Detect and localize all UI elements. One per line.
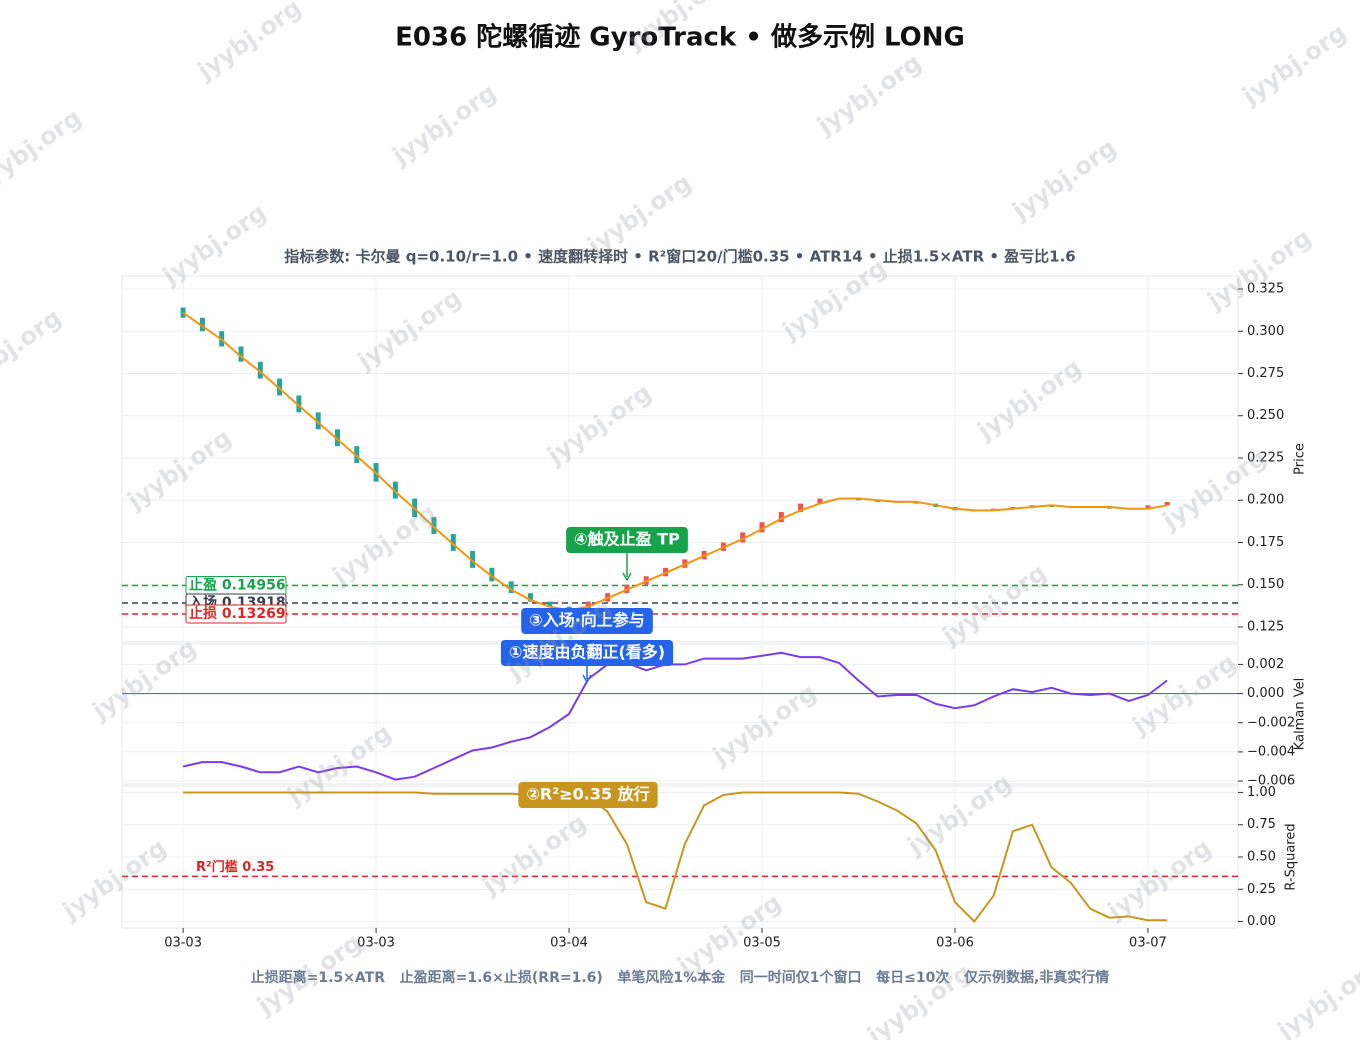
y-tick-label: 0.50: [1247, 850, 1276, 865]
annotation-box: [500, 640, 674, 666]
candle: [778, 512, 784, 523]
candle: [740, 532, 746, 543]
line-label: R²门槛 0.35: [196, 859, 274, 875]
candle: [238, 346, 244, 362]
y-tick-label: 0.75: [1247, 817, 1276, 832]
watermark: jyybj.org: [0, 103, 86, 195]
y-tick-label: −0.002: [1247, 715, 1295, 730]
line-label: 止损 0.13269: [189, 605, 286, 622]
candle: [199, 317, 205, 332]
y-tick-label: 0.125: [1247, 619, 1284, 634]
watermark: jyybj.org: [0, 303, 66, 395]
candle: [257, 361, 263, 379]
y-tick-label: 0.325: [1247, 282, 1284, 297]
chart-title: E036 陀螺循迹 GyroTrack • 做多示例 LONG: [395, 22, 965, 53]
annotation: ②R²≥0.35 放行: [518, 782, 658, 808]
y-tick-label: 0.000: [1247, 686, 1284, 701]
watermark: jyybj.org: [1272, 953, 1360, 1040]
candle: [566, 606, 572, 609]
candle: [547, 601, 553, 607]
y-axis-label: Price: [1293, 443, 1308, 475]
y-tick-label: 0.300: [1247, 324, 1284, 339]
y-tick-label: 0.250: [1247, 408, 1284, 423]
annotation-arrowhead: [582, 674, 592, 684]
annotation-text: ②R²≥0.35 放行: [526, 785, 649, 804]
y-axis-label: R-Squared: [1284, 823, 1299, 890]
y-tick-label: 0.200: [1247, 493, 1284, 508]
y-tick-label: 0.175: [1247, 535, 1284, 550]
y-tick-label: 0.00: [1247, 914, 1276, 929]
y-tick-label: 0.225: [1247, 450, 1284, 465]
watermark: jyybj.org: [1007, 133, 1122, 225]
kalman-line: [182, 311, 1168, 612]
candle: [585, 601, 591, 609]
x-tick-label: 03-03: [164, 936, 202, 951]
candle: [296, 395, 302, 413]
y-tick-label: 1.00: [1247, 785, 1276, 800]
footer: 止损距离=1.5×ATR 止盈距离=1.6×止损(RR=1.6) 单笔风险1%本…: [251, 969, 1110, 986]
annotation-box: [518, 782, 658, 808]
candle: [798, 503, 804, 513]
line-label-box: [185, 604, 287, 624]
candle: [470, 550, 476, 568]
x-tick-label: 03-03: [357, 936, 395, 951]
watermark: jyybj.org: [387, 78, 502, 170]
annotation-text: ③入场·向上参与: [529, 611, 645, 630]
annotation: ④触及止盈 TP: [566, 527, 688, 582]
annotation-arrowhead: [622, 572, 632, 582]
annotation: ①速度由负翻正(看多): [500, 640, 674, 684]
y-tick-label: 0.275: [1247, 366, 1284, 381]
x-tick-label: 03-05: [743, 936, 781, 951]
subtitle: 指标参数: 卡尔曼 q=0.10/r=1.0 • 速度翻转择时 • R²窗口20…: [284, 248, 1075, 266]
y-tick-label: 0.002: [1247, 657, 1284, 672]
candle: [817, 498, 823, 504]
watermark: jyybj.org: [1202, 223, 1317, 315]
candle: [431, 517, 437, 535]
y-axis-label: Kalman Vel: [1293, 678, 1308, 750]
annotation-text: ①速度由负翻正(看多): [509, 643, 665, 662]
watermark: jyybj.org: [1237, 18, 1352, 110]
candle: [1145, 505, 1151, 509]
plot-area: [121, 643, 1239, 785]
candle: [180, 307, 186, 318]
y-tick-label: 0.25: [1247, 882, 1276, 897]
x-tick-label: 03-04: [550, 936, 588, 951]
y-tick-label: −0.006: [1247, 774, 1295, 789]
x-tick-label: 03-06: [936, 936, 974, 951]
annotation-box: [566, 527, 688, 553]
watermark: jyybj.org: [812, 48, 927, 140]
candle: [354, 446, 360, 464]
plot-area: [121, 275, 1239, 643]
annotation: ③入场·向上参与: [521, 608, 653, 634]
annotation-box: [521, 608, 653, 634]
candle: [508, 581, 514, 594]
candle: [334, 429, 340, 447]
series-line: [182, 651, 1168, 781]
watermark: jyybj.org: [192, 0, 307, 86]
candle: [1164, 501, 1170, 506]
y-tick-label: 0.150: [1247, 577, 1284, 592]
candle: [315, 412, 321, 430]
y-tick-label: −0.004: [1247, 744, 1295, 759]
candle: [527, 593, 533, 602]
series-line: [183, 791, 1168, 924]
line-label: 止盈 0.14956: [189, 576, 286, 593]
candle: [450, 534, 456, 551]
candle: [759, 522, 765, 533]
annotation-text: ④触及止盈 TP: [574, 530, 680, 549]
candle: [277, 378, 283, 396]
candle: [392, 481, 398, 499]
x-tick-label: 03-07: [1129, 936, 1167, 951]
candle: [489, 567, 495, 582]
